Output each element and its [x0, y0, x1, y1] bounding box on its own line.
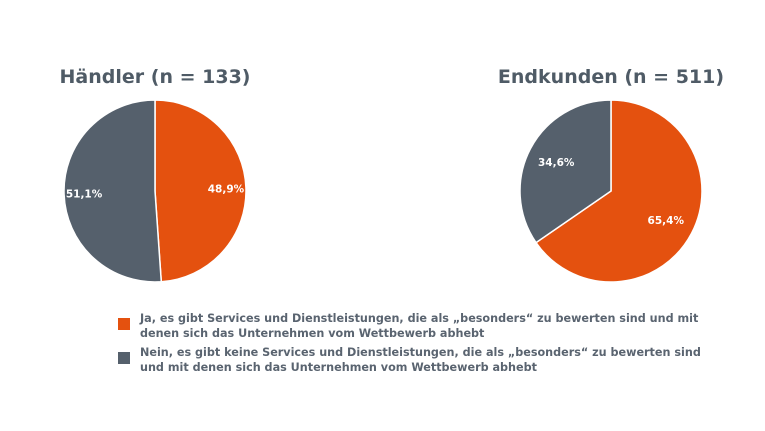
legend-label-ja: Ja, es gibt Services und Dienstleistunge…: [140, 312, 699, 340]
slice-haendler-nein: [63, 99, 163, 283]
slice-haendler-nein-label: 51,1%: [66, 188, 103, 200]
legend-item-ja: Ja, es gibt Services und Dienstleistunge…: [118, 311, 718, 341]
slice-haendler-ja: [154, 99, 247, 283]
pie-chart-haendler: Händler (n = 133) 48,9% 51,1%: [60, 66, 251, 283]
legend: Ja, es gibt Services und Dienstleistunge…: [118, 311, 718, 379]
legend-swatch-nein: [118, 352, 130, 364]
pie-title-endkunden: Endkunden (n = 511): [498, 66, 724, 88]
slice-endkunden-ja: [535, 99, 703, 283]
pie-chart-endkunden: Endkunden (n = 511) 65,4% 34,6%: [498, 66, 724, 283]
legend-swatch-ja: [118, 318, 130, 330]
slice-haendler-ja-label: 48,9%: [208, 184, 245, 196]
pie-title-haendler: Händler (n = 133): [60, 66, 251, 88]
slice-endkunden-ja-label: 65,4%: [648, 215, 685, 227]
legend-label-nein: Nein, es gibt keine Services und Dienstl…: [140, 346, 701, 374]
slice-endkunden-nein: [519, 99, 612, 244]
slice-endkunden-nein-label: 34,6%: [538, 157, 575, 169]
legend-item-nein: Nein, es gibt keine Services und Dienstl…: [118, 345, 718, 375]
